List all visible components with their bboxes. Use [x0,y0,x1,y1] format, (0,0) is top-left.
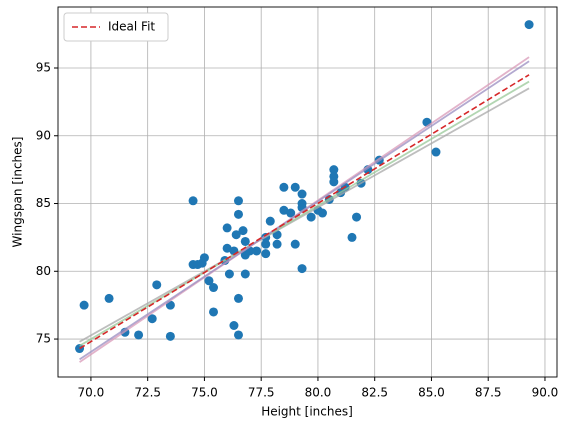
point [297,264,307,274]
point [224,269,234,279]
x-tick-label: 70.0 [78,386,105,400]
y-tick-label: 80 [36,264,51,278]
point [297,189,307,199]
point [204,276,214,286]
plot-frame [57,6,558,378]
x-tick-label: 72.5 [134,386,161,400]
point [290,182,300,192]
point [261,239,271,249]
fit-line [79,80,530,347]
point [79,300,89,310]
x-tick-label: 90.0 [532,386,559,400]
point [222,243,232,253]
x-tick-label: 82.5 [361,386,388,400]
x-tick-label: 77.5 [248,386,275,400]
legend: Ideal Fit [63,12,169,42]
point [222,223,232,233]
fit-line [79,87,530,343]
y-tick-label: 90 [36,128,51,142]
point [233,330,243,340]
point [252,246,262,256]
x-tick-label: 80.0 [305,386,332,400]
point [261,249,271,259]
point [134,330,144,340]
point [209,307,219,317]
point [290,239,300,249]
point [524,20,534,30]
point [231,230,241,240]
point [272,239,282,249]
legend-label: Ideal Fit [108,20,155,34]
point [209,283,219,293]
point [240,269,250,279]
fit-line [79,60,530,361]
point [431,147,441,157]
point [233,209,243,219]
x-tick-label: 85.0 [418,386,445,400]
point [352,212,362,222]
y-tick-label: 75 [36,332,51,346]
point [104,293,114,303]
point [265,216,275,226]
point [279,205,289,215]
x-tick-label: 75.0 [191,386,218,400]
point [165,331,175,341]
point [306,212,316,222]
point [279,182,289,192]
point [188,196,198,206]
point [286,208,296,218]
point [199,253,209,263]
point [329,177,339,187]
y-tick-label: 95 [36,60,51,74]
y-tick-label: 85 [36,196,51,210]
y-axis-label: Wingspan [inches] [11,137,25,248]
point [229,320,239,330]
point [233,293,243,303]
point [147,314,157,324]
point [329,165,339,175]
point [233,196,243,206]
x-axis-label: Height [inches] [261,405,353,419]
point [240,236,250,246]
fit-line [79,74,530,350]
x-tick-label: 87.5 [475,386,502,400]
legend-box [63,12,169,42]
point [317,208,327,218]
point [152,280,162,290]
point [347,232,357,242]
point [238,226,248,236]
